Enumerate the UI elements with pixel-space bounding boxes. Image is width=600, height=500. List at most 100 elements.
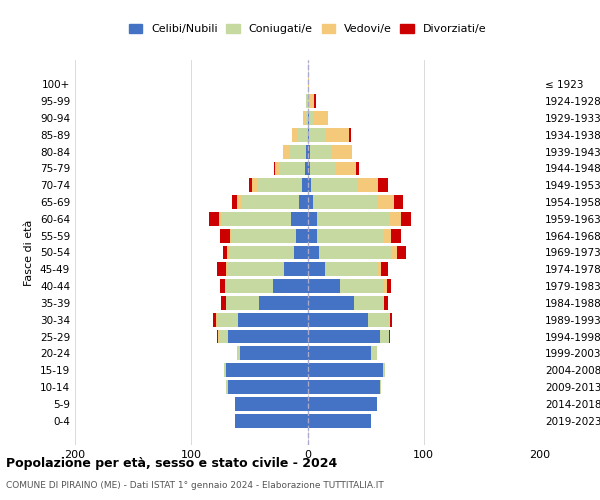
Bar xyxy=(226,296,259,310)
Bar xyxy=(232,229,296,242)
Bar xyxy=(308,128,326,141)
Bar xyxy=(386,279,391,293)
Bar xyxy=(308,279,340,293)
Bar xyxy=(259,296,308,310)
Bar xyxy=(217,313,238,326)
Bar xyxy=(308,346,371,360)
Bar xyxy=(236,346,240,360)
Bar xyxy=(380,380,381,394)
Bar xyxy=(308,178,311,192)
Bar xyxy=(310,144,331,158)
Bar xyxy=(236,195,241,209)
Bar xyxy=(308,330,380,344)
Bar xyxy=(226,364,308,377)
Bar xyxy=(380,330,389,344)
Text: COMUNE DI PIRAINO (ME) - Dati ISTAT 1° gennaio 2024 - Elaborazione TUTTITALIA.IT: COMUNE DI PIRAINO (ME) - Dati ISTAT 1° g… xyxy=(6,481,384,490)
Bar xyxy=(220,279,225,293)
Bar xyxy=(218,330,219,344)
Bar xyxy=(308,111,314,125)
Bar xyxy=(221,296,226,310)
Bar xyxy=(299,195,308,209)
Bar xyxy=(307,144,308,158)
Bar xyxy=(317,212,389,226)
Bar xyxy=(308,380,380,394)
Bar xyxy=(229,330,308,344)
Bar xyxy=(354,296,383,310)
Bar xyxy=(371,346,377,360)
Bar xyxy=(310,94,314,108)
Bar xyxy=(308,414,371,428)
Y-axis label: Fasce di età: Fasce di età xyxy=(25,220,34,286)
Bar xyxy=(305,162,308,175)
Bar xyxy=(238,313,308,326)
Bar xyxy=(305,111,308,125)
Bar xyxy=(284,262,308,276)
Text: Popolazione per età, sesso e stato civile - 2024: Popolazione per età, sesso e stato civil… xyxy=(6,458,337,470)
Bar xyxy=(293,246,308,260)
Bar xyxy=(221,212,291,226)
Bar xyxy=(240,346,308,360)
Bar xyxy=(308,246,319,260)
Bar xyxy=(291,212,308,226)
Bar xyxy=(383,364,385,377)
Bar xyxy=(217,330,218,344)
Bar xyxy=(389,313,390,326)
Bar xyxy=(292,128,298,141)
Bar xyxy=(389,212,401,226)
Bar xyxy=(391,246,397,260)
Bar xyxy=(235,414,308,428)
Bar xyxy=(308,94,310,108)
Bar xyxy=(220,229,230,242)
Bar xyxy=(308,144,310,158)
Bar xyxy=(314,111,328,125)
Bar xyxy=(384,296,388,310)
Bar xyxy=(223,246,227,260)
Bar xyxy=(241,195,299,209)
Bar xyxy=(384,229,391,242)
Bar xyxy=(289,144,307,158)
Bar xyxy=(377,195,394,209)
Bar xyxy=(397,246,406,260)
Bar xyxy=(308,212,317,226)
Bar xyxy=(389,330,390,344)
Bar xyxy=(215,313,217,326)
Bar xyxy=(298,128,308,141)
Bar xyxy=(313,195,377,209)
Legend: Celibi/Nubili, Coniugati/e, Vedovi/e, Divorziati/e: Celibi/Nubili, Coniugati/e, Vedovi/e, Di… xyxy=(124,20,491,38)
Bar xyxy=(311,178,358,192)
Bar xyxy=(308,262,325,276)
Bar xyxy=(340,279,384,293)
Bar xyxy=(217,262,226,276)
Bar xyxy=(214,313,215,326)
Bar xyxy=(280,162,305,175)
Bar xyxy=(219,330,229,344)
Bar xyxy=(296,229,308,242)
Bar xyxy=(229,380,308,394)
Bar xyxy=(319,246,391,260)
Bar xyxy=(219,212,221,226)
Bar xyxy=(227,246,230,260)
Bar xyxy=(368,313,389,326)
Bar xyxy=(326,128,349,141)
Bar xyxy=(283,144,289,158)
Bar xyxy=(356,162,359,175)
Bar xyxy=(250,178,252,192)
Bar xyxy=(302,178,308,192)
Bar xyxy=(391,229,401,242)
Bar xyxy=(308,313,368,326)
Bar xyxy=(308,162,310,175)
Bar xyxy=(275,162,280,175)
Bar xyxy=(225,279,226,293)
Bar xyxy=(230,229,232,242)
Bar xyxy=(349,128,350,141)
Bar xyxy=(384,279,386,293)
Bar xyxy=(390,313,392,326)
Bar xyxy=(307,94,308,108)
Bar xyxy=(308,195,313,209)
Bar xyxy=(274,162,275,175)
Bar xyxy=(394,195,403,209)
Bar xyxy=(303,111,305,125)
Bar xyxy=(224,364,226,377)
Bar xyxy=(358,178,379,192)
Bar xyxy=(209,212,219,226)
